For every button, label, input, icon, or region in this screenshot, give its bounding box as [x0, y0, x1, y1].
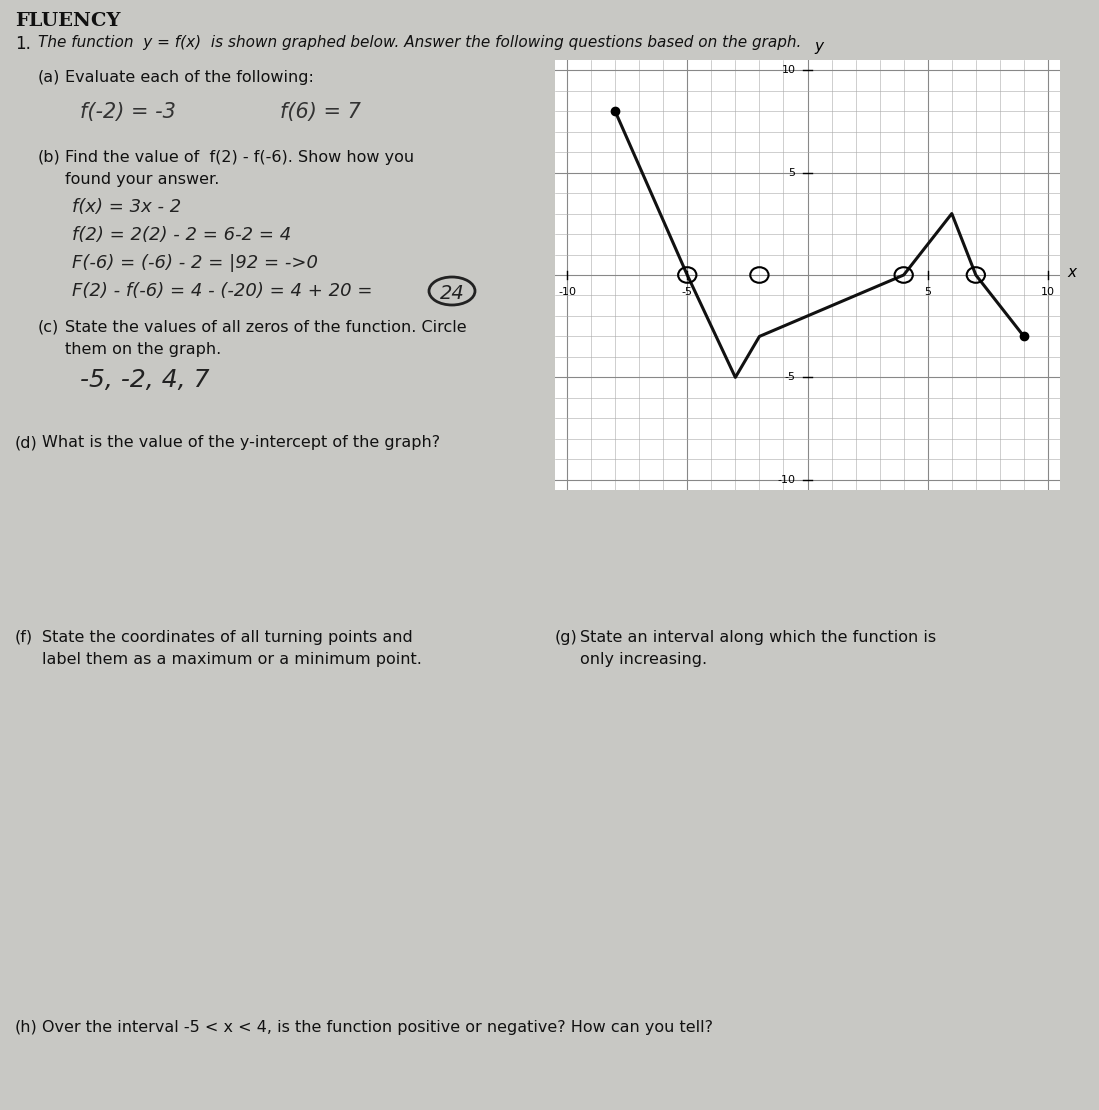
Text: 5: 5 [924, 287, 931, 297]
Text: f(x) = 3x - 2: f(x) = 3x - 2 [73, 198, 181, 216]
Text: (h): (h) [15, 1020, 37, 1035]
Text: F(2) - f(-6) = 4 - (-20) = 4 + 20 =: F(2) - f(-6) = 4 - (-20) = 4 + 20 = [73, 282, 373, 300]
Text: y: y [814, 39, 824, 54]
Text: Over the interval -5 < x < 4, is the function positive or negative? How can you : Over the interval -5 < x < 4, is the fun… [42, 1020, 713, 1035]
Text: F(-6) = (-6) - 2 = |92 = ->0: F(-6) = (-6) - 2 = |92 = ->0 [73, 254, 318, 272]
Text: f(-2) = -3: f(-2) = -3 [80, 102, 176, 122]
Text: 10: 10 [781, 65, 796, 75]
Text: -5: -5 [785, 372, 796, 382]
Text: FLUENCY: FLUENCY [15, 12, 121, 30]
Text: f(6) = 7: f(6) = 7 [280, 102, 360, 122]
Text: x: x [1067, 265, 1076, 281]
Text: found your answer.: found your answer. [65, 172, 220, 186]
Text: Find the value of  f(2) - f(-6). Show how you: Find the value of f(2) - f(-6). Show how… [65, 150, 414, 165]
Text: Evaluate each of the following:: Evaluate each of the following: [65, 70, 314, 85]
Text: The function  y = f(x)  is shown graphed below. Answer the following questions b: The function y = f(x) is shown graphed b… [38, 36, 801, 50]
Text: -5, -2, 4, 7: -5, -2, 4, 7 [80, 369, 210, 392]
Text: 10: 10 [1041, 287, 1055, 297]
Text: (f): (f) [15, 630, 33, 645]
Text: 1.: 1. [15, 36, 31, 53]
Text: (e): (e) [555, 435, 577, 450]
Text: -10: -10 [777, 475, 796, 485]
Text: (a): (a) [38, 70, 60, 85]
Text: State the values of all zeros of the function. Circle: State the values of all zeros of the fun… [65, 320, 467, 335]
Text: (b): (b) [38, 150, 60, 165]
Text: only increasing.: only increasing. [580, 652, 707, 667]
Text: State the minimum and maximum values of the: State the minimum and maximum values of … [580, 435, 966, 450]
Text: 5: 5 [788, 168, 796, 178]
Text: What is the value of the y-intercept of the graph?: What is the value of the y-intercept of … [42, 435, 440, 450]
Text: label them as a maximum or a minimum point.: label them as a maximum or a minimum poi… [42, 652, 422, 667]
Text: 24: 24 [440, 284, 465, 303]
Text: (d): (d) [15, 435, 37, 450]
Text: (g): (g) [555, 630, 578, 645]
Text: function.: function. [580, 458, 651, 473]
Text: them on the graph.: them on the graph. [65, 342, 221, 357]
Text: State the coordinates of all turning points and: State the coordinates of all turning poi… [42, 630, 413, 645]
Text: -5: -5 [681, 287, 692, 297]
Text: f(2) = 2(2) - 2 = 6-2 = 4: f(2) = 2(2) - 2 = 6-2 = 4 [73, 226, 291, 244]
Text: -10: -10 [558, 287, 576, 297]
Text: (c): (c) [38, 320, 59, 335]
Text: State an interval along which the function is: State an interval along which the functi… [580, 630, 936, 645]
